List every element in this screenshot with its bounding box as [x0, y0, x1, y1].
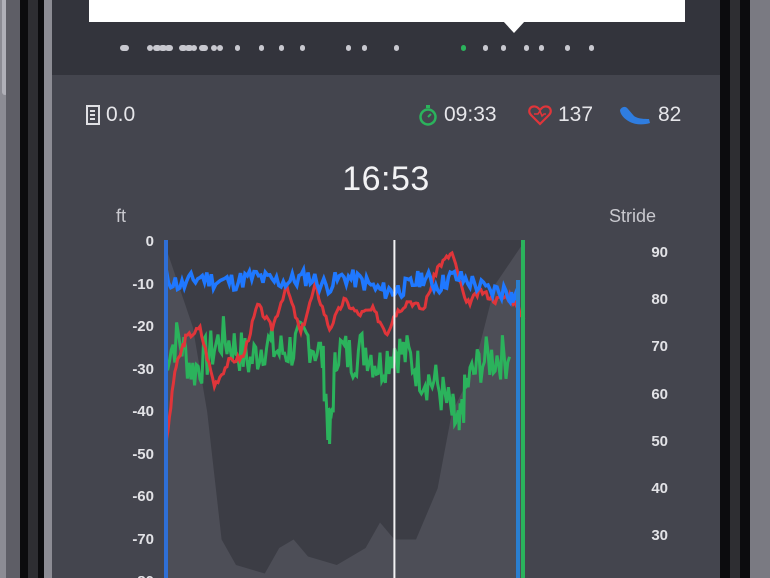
page-dot[interactable] — [185, 45, 193, 51]
page-dot[interactable] — [483, 45, 488, 51]
dive-end-marker-blue — [516, 280, 520, 578]
fin-icon — [620, 106, 650, 125]
page-dot[interactable] — [165, 45, 173, 51]
dive-chart[interactable] — [164, 240, 534, 578]
heart-rate-line — [164, 250, 526, 467]
page-dot[interactable] — [235, 45, 240, 51]
left-axis-tick: -60 — [132, 488, 154, 505]
page-dot[interactable] — [394, 45, 399, 51]
dive-end-marker-green — [521, 240, 525, 578]
right-axis-tick: 90 — [651, 244, 668, 261]
dive-time-stat: 09:33 — [418, 103, 497, 127]
left-axis-tick: -40 — [132, 403, 154, 420]
right-axis-title: Stride — [609, 206, 657, 226]
page-dot[interactable] — [179, 45, 187, 51]
page-dot[interactable] — [300, 45, 305, 51]
depth-gauge-icon — [86, 105, 100, 125]
left-axis-tick: -50 — [132, 445, 154, 463]
device-side-button — [2, 0, 8, 95]
page-dot[interactable] — [153, 45, 161, 51]
page-dot[interactable] — [346, 45, 351, 51]
device-frame-left — [6, 0, 20, 578]
left-axis-tick: -30 — [132, 360, 154, 378]
page-dot[interactable] — [565, 45, 570, 51]
page-dot[interactable] — [362, 45, 367, 51]
page-dot[interactable] — [120, 45, 129, 51]
stride-value: 82 — [658, 103, 682, 126]
depth-profile-area — [164, 240, 524, 574]
device-bezel-right-inner — [730, 0, 740, 578]
heart-icon — [528, 105, 552, 126]
left-axis-tick: -70 — [132, 530, 154, 548]
dive-time-value: 09:33 — [444, 103, 497, 126]
page-dot[interactable] — [159, 45, 167, 51]
selection-pointer — [503, 21, 525, 33]
right-axis-tick: 70 — [651, 338, 668, 356]
left-axis-tick: 0 — [145, 233, 154, 250]
cursor-time: 16:53 — [342, 160, 430, 198]
page-dot[interactable] — [539, 45, 544, 51]
heart-rate-stat: 137 — [528, 103, 593, 127]
page-dot[interactable] — [524, 45, 529, 51]
device-frame-right — [750, 0, 770, 578]
page-dot[interactable] — [501, 45, 506, 51]
left-axis-tick: -80 — [102, 573, 154, 578]
right-axis-tick: 30 — [651, 527, 668, 545]
page-dot[interactable] — [259, 45, 264, 51]
page-dot[interactable] — [199, 45, 208, 51]
page-dot-active[interactable] — [461, 45, 466, 51]
depth-value: 0.0 — [106, 103, 136, 126]
stride-stat: 82 — [618, 103, 681, 127]
green-series-line — [164, 316, 512, 444]
right-axis-tick: 40 — [651, 480, 668, 497]
app-screen: 0.0 09:33 137 82 16:53 ft Stride 0 -10 -20… — [52, 0, 720, 578]
left-axis-tick: -20 — [132, 318, 154, 335]
left-axis-title: ft — [116, 206, 127, 226]
page-dot[interactable] — [279, 45, 284, 51]
stopwatch-icon — [419, 105, 437, 126]
heart-rate-value: 137 — [558, 103, 594, 126]
page-dot[interactable] — [147, 45, 153, 51]
page-dot[interactable] — [589, 45, 594, 51]
page-dot[interactable] — [191, 45, 197, 51]
right-axis-tick: 50 — [651, 432, 668, 450]
page-dot[interactable] — [211, 45, 217, 51]
device-bezel-left-inner — [28, 0, 38, 578]
right-axis-tick: 80 — [651, 291, 668, 309]
stride-line — [164, 263, 519, 307]
page-dot[interactable] — [217, 45, 223, 51]
dive-detail-card[interactable] — [89, 0, 685, 22]
right-axis-tick: 60 — [651, 385, 668, 403]
time-cursor-line — [393, 240, 396, 578]
dive-start-marker — [164, 240, 168, 578]
depth-stat: 0.0 — [86, 103, 135, 127]
left-axis-tick: -10 — [132, 275, 154, 293]
